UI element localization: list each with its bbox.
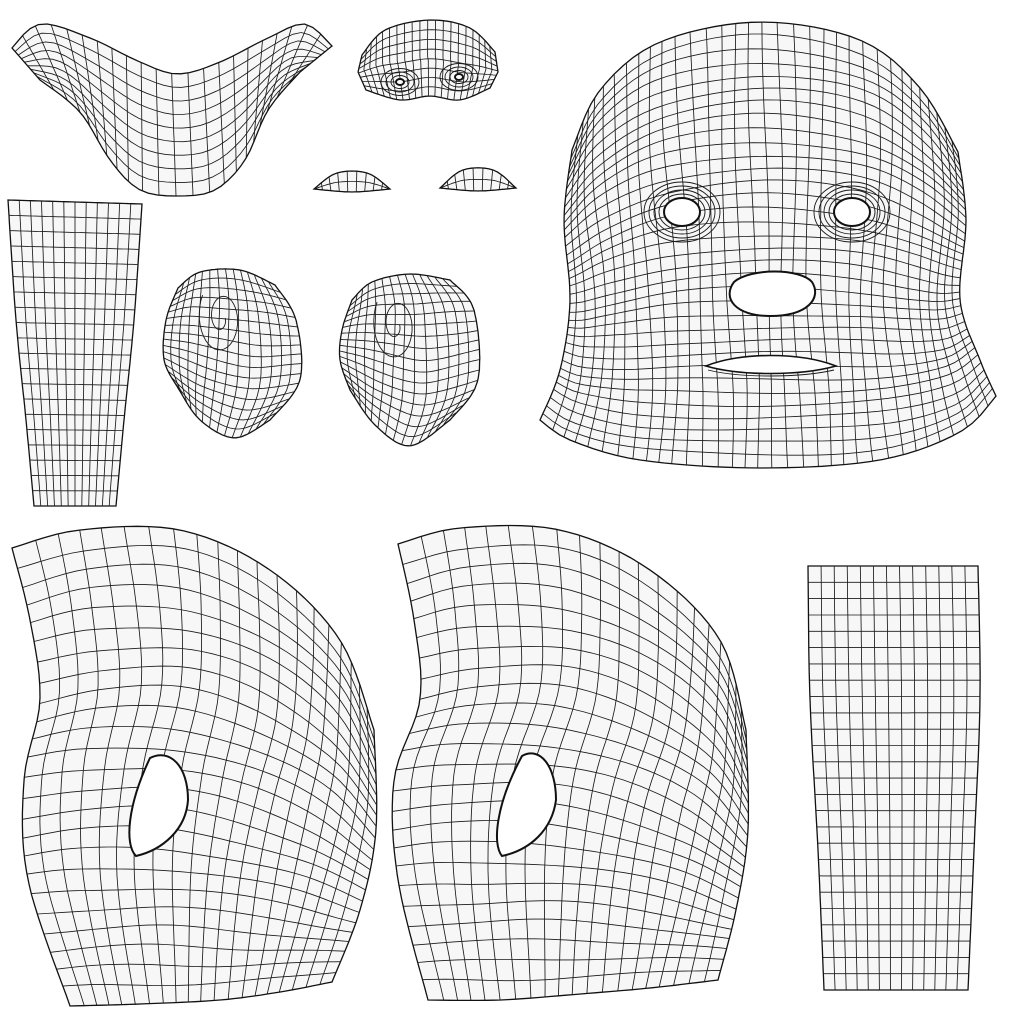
nostril-right — [454, 73, 464, 81]
ear-left-island — [162, 268, 303, 439]
eyelid-right-island — [438, 167, 518, 192]
face-mask-island — [539, 21, 997, 469]
neck-band-island — [11, 23, 333, 197]
eye-hole-left — [663, 197, 701, 227]
eyelid-left-island — [312, 170, 392, 193]
strip-tall-island — [7, 199, 143, 507]
eye-hole-right — [833, 197, 871, 227]
ear-hole-right — [496, 752, 558, 858]
nostril-left — [395, 78, 405, 86]
ear-right-island — [338, 273, 481, 447]
nose-island — [357, 19, 499, 101]
head-side-right-island — [391, 524, 750, 1002]
nose-hole — [728, 270, 817, 318]
mouth-slit — [703, 354, 839, 375]
back-strip-island — [807, 565, 981, 991]
head-side-left-island — [11, 525, 378, 1007]
ear-hole-left — [128, 754, 190, 858]
